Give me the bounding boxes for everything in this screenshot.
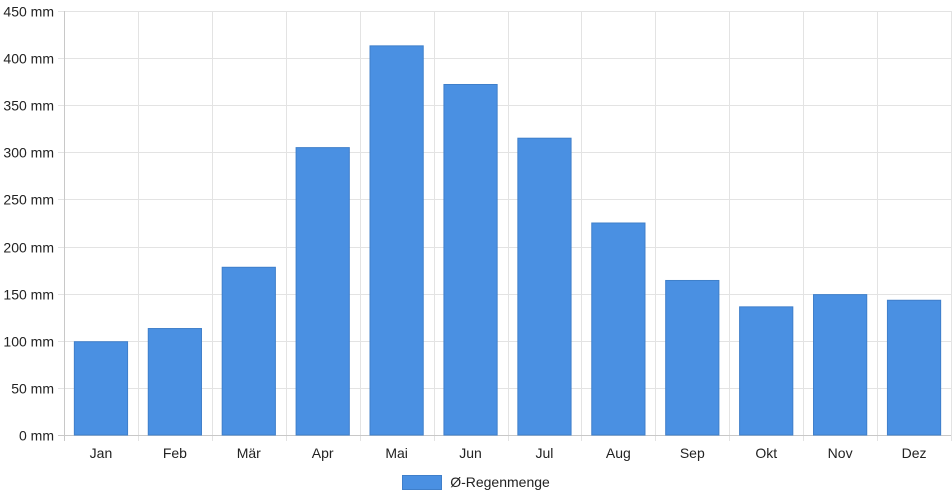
- x-tick-label: Jun: [459, 445, 482, 461]
- bar-Dez[interactable]: [886, 299, 942, 436]
- bar-Mai[interactable]: [369, 45, 424, 436]
- bar-Apr[interactable]: [295, 147, 350, 436]
- y-tick-label: 200 mm: [3, 240, 54, 256]
- bar-Sep[interactable]: [665, 279, 720, 436]
- bar-Aug[interactable]: [591, 222, 646, 436]
- y-tick-label: 350 mm: [3, 98, 54, 114]
- y-tick-label: 450 mm: [3, 4, 54, 20]
- bar-Mär[interactable]: [221, 266, 276, 436]
- x-tick-label: Nov: [828, 445, 853, 461]
- x-tick-label: Jan: [90, 445, 113, 461]
- bars: [73, 45, 942, 436]
- x-tick-label: Okt: [755, 445, 777, 461]
- x-tick-label: Apr: [312, 445, 334, 461]
- bar-Jun[interactable]: [443, 83, 498, 436]
- x-tick-label: Feb: [163, 445, 187, 461]
- y-tick-label: 50 mm: [11, 381, 54, 397]
- x-tick-label: Sep: [680, 445, 705, 461]
- y-tick-label: 0 mm: [19, 428, 54, 444]
- x-tick-label: Jul: [536, 445, 554, 461]
- y-tick-label: 100 mm: [3, 334, 54, 350]
- y-axis-tick-labels: 0 mm 50 mm 100 mm 150 mm 200 mm 250 mm 300 mm 3…: [3, 4, 54, 444]
- legend[interactable]: Ø-Regenmenge: [0, 472, 952, 492]
- x-tick-label: Aug: [606, 445, 631, 461]
- x-tick-label: Mär: [237, 445, 261, 461]
- legend-swatch[interactable]: [402, 474, 443, 490]
- rainfall-bar-chart: 0 mm 50 mm 100 mm 150 mm 200 mm 250 mm 300 mm 3…: [3, 4, 952, 461]
- bar-Nov[interactable]: [813, 294, 868, 436]
- x-tick-label: Mai: [385, 445, 408, 461]
- y-tick-label: 150 mm: [3, 287, 54, 303]
- legend-label[interactable]: Ø-Regenmenge: [450, 474, 550, 490]
- x-axis-tick-labels: Jan Feb Mär Apr Mai Jun Jul Aug Sep Okt Nov Dez: [90, 445, 927, 461]
- x-tick-label: Dez: [902, 445, 927, 461]
- bar-Jul[interactable]: [517, 137, 572, 436]
- bar-Okt[interactable]: [739, 306, 794, 436]
- bar-Jan[interactable]: [73, 341, 129, 436]
- y-tick-label: 300 mm: [3, 145, 54, 161]
- bar-Feb[interactable]: [147, 328, 202, 436]
- y-tick-label: 250 mm: [3, 192, 54, 208]
- y-tick-label: 400 mm: [3, 51, 54, 67]
